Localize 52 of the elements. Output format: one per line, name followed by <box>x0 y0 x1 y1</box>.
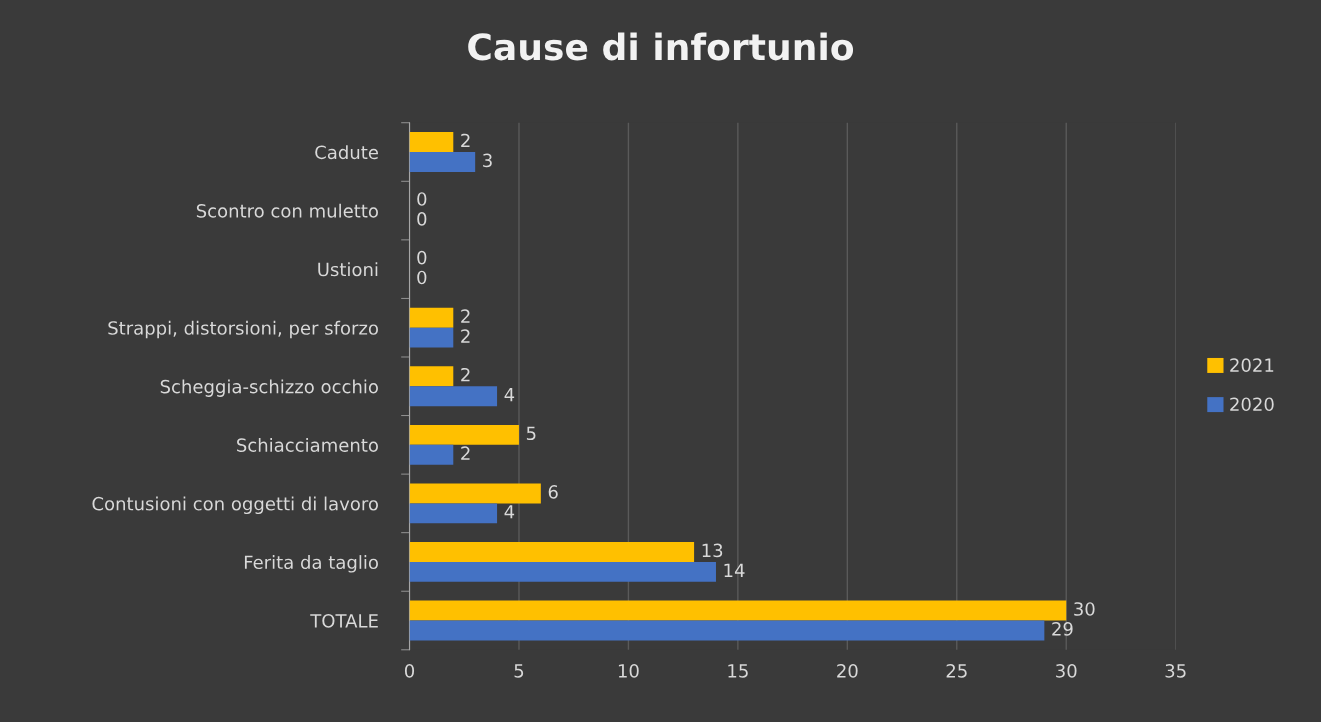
y-tick-label: Scontro con muletto <box>196 203 378 218</box>
bar <box>409 307 454 328</box>
bar <box>409 620 1045 641</box>
y-tick-label: Cadute <box>315 145 378 160</box>
data-label: 2 <box>461 133 470 148</box>
bar <box>409 542 695 562</box>
data-label: 2 <box>461 367 470 382</box>
data-label: 0 <box>417 212 427 226</box>
x-tick-label: 25 <box>946 664 967 678</box>
data-label: 2 <box>461 446 470 460</box>
x-tick-label: 10 <box>618 664 639 678</box>
x-tick-label: 30 <box>1056 664 1077 678</box>
y-tick-label: TOTALE <box>310 613 378 628</box>
legend-label: 2021 <box>1230 358 1274 372</box>
y-tick-label: Ferita da taglio <box>244 555 378 573</box>
data-label: 6 <box>548 485 558 499</box>
bar <box>409 424 519 445</box>
data-label: 0 <box>417 270 427 285</box>
bar <box>409 152 476 172</box>
x-tick-label: 0 <box>404 664 415 678</box>
x-tick-label: 35 <box>1165 664 1186 678</box>
bar <box>409 366 454 387</box>
y-tick-label: Contusioni con oggetti di lavoro <box>92 496 378 515</box>
data-label: 3 <box>483 153 492 168</box>
data-label: 4 <box>504 505 515 519</box>
data-label: 14 <box>724 563 745 577</box>
data-label: 0 <box>417 250 427 265</box>
chart-title: Cause di infortunio <box>468 32 854 61</box>
x-tick-label: 5 <box>514 664 524 678</box>
y-tick-label: Schiacciamento <box>237 437 378 452</box>
data-label: 2 <box>461 309 470 323</box>
data-label: 0 <box>417 192 427 206</box>
data-label: 4 <box>504 388 515 402</box>
bar <box>409 503 498 524</box>
data-label: 30 <box>1074 602 1095 616</box>
bar <box>409 483 541 504</box>
data-label: 29 <box>1052 622 1073 636</box>
data-label: 5 <box>526 426 536 441</box>
bar <box>409 444 454 465</box>
data-label: 13 <box>702 543 723 558</box>
bar <box>409 600 1067 621</box>
x-tick-label: 20 <box>837 664 858 678</box>
legend-label: 2020 <box>1230 397 1274 412</box>
data-label: 2 <box>461 329 470 343</box>
bar <box>409 327 454 348</box>
y-tick-label: Ustioni <box>318 262 378 277</box>
bar <box>409 386 498 407</box>
x-tick-label: 15 <box>728 664 748 678</box>
bar <box>409 132 454 153</box>
y-tick-label: Scheggia-schizzo occhio <box>160 379 378 397</box>
bar <box>409 561 716 582</box>
y-tick-label: Strappi, distorsioni, per sforzo <box>108 320 378 339</box>
